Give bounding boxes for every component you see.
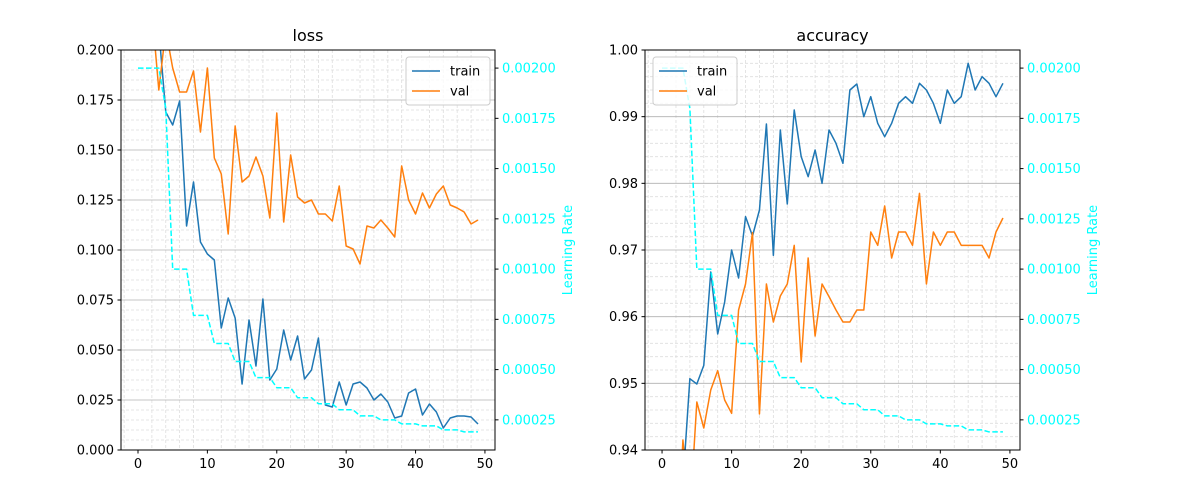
plot-area (138, 50, 479, 433)
y2-tick-label: 0.00125 (502, 212, 556, 227)
series-line (681, 192, 1004, 450)
y2-tick-label: 0.00050 (1027, 363, 1081, 378)
y2-tick-label: 0.00075 (1027, 313, 1081, 328)
y2-tick-label: 0.00200 (1027, 62, 1081, 77)
chart-title: accuracy (796, 26, 868, 45)
x-tick-label: 0 (134, 457, 142, 472)
y2-axis-label: Learning Rate (561, 205, 576, 295)
y2-tick-label: 0.00150 (1027, 162, 1081, 177)
x-tick-label: 20 (269, 457, 286, 472)
y2-tick-label: 0.00125 (1027, 212, 1081, 227)
y-tick-label: 0.200 (77, 44, 114, 59)
y-tick-label: 0.050 (77, 344, 114, 359)
x-tick-label: 10 (199, 457, 216, 472)
y-tick-label: 0.99 (609, 110, 638, 125)
y2-tick-label: 0.00200 (502, 62, 556, 77)
legend-label: val (697, 85, 716, 100)
y2-axis-label: Learning Rate (1086, 205, 1101, 295)
x-tick-label: 30 (862, 457, 879, 472)
y2-tick-label: 0.00100 (1027, 263, 1081, 278)
y2-tick-label: 0.00050 (502, 363, 556, 378)
series-line (154, 50, 479, 265)
x-tick-label: 50 (1002, 457, 1019, 472)
x-tick-label: 10 (723, 457, 740, 472)
x-tick-label: 0 (658, 457, 666, 472)
y2-tick-label: 0.00100 (502, 263, 556, 278)
y-tick-label: 0.175 (77, 94, 114, 109)
x-tick-label: 50 (477, 457, 494, 472)
y2-tick-label: 0.00075 (502, 313, 556, 328)
x-tick-label: 40 (407, 457, 424, 472)
y-tick-label: 0.025 (77, 394, 114, 409)
lr-line (138, 67, 478, 433)
y2-tick-label: 0.00025 (502, 413, 556, 428)
y2-tick-label: 0.00175 (1027, 112, 1081, 127)
legend-label: train (450, 65, 480, 80)
y2-tick-label: 0.00175 (502, 112, 556, 127)
plot-area (662, 62, 1004, 450)
subplot: 0.000 0.025 0.050 0.075 0.100 0.125 0.150 0.175… (77, 26, 576, 472)
y-tick-label: 0.100 (77, 244, 114, 259)
y-tick-label: 0.96 (609, 310, 638, 325)
axes-frame (120, 49, 496, 451)
chart-title: loss (293, 26, 324, 45)
y2-tick-label: 0.00025 (1027, 413, 1081, 428)
legend-label: val (450, 85, 469, 100)
x-tick-label: 30 (338, 457, 355, 472)
y-tick-label: 0.95 (609, 377, 638, 392)
lr-line (662, 67, 1003, 433)
y-tick-label: 0.98 (609, 177, 638, 192)
series-line (684, 62, 1004, 450)
legend-label: train (697, 65, 727, 80)
legend-box (652, 56, 738, 106)
axes-frame (644, 49, 1021, 451)
legend-box (405, 56, 491, 106)
y-tick-label: 0.150 (77, 144, 114, 159)
y2-tick-label: 0.00150 (502, 162, 556, 177)
x-tick-label: 20 (793, 457, 810, 472)
y-tick-label: 0.97 (609, 244, 638, 259)
x-tick-label: 40 (932, 457, 949, 472)
series-line (159, 50, 479, 429)
y-tick-label: 0.125 (77, 194, 114, 209)
y-tick-label: 0.000 (77, 444, 114, 459)
y-tick-label: 0.075 (77, 294, 114, 309)
subplot: 0.94 0.95 0.96 0.97 0.98 0.99 1.00 0 10 20 30 40 50 0… (609, 26, 1101, 472)
y-tick-label: 0.94 (609, 444, 638, 459)
y-tick-label: 1.00 (609, 44, 638, 59)
